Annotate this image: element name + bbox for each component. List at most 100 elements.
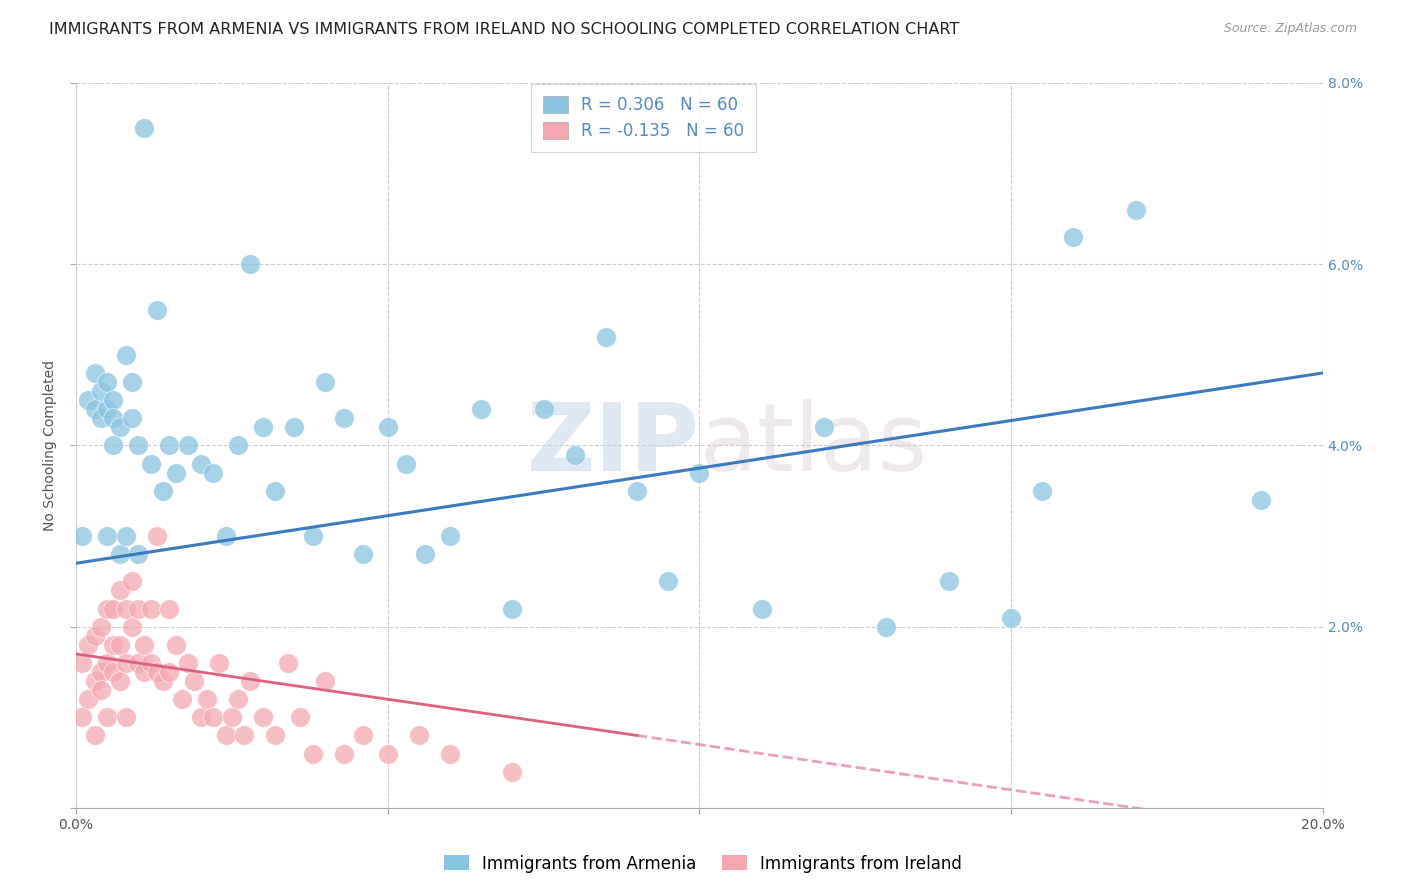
Point (352, 547, 374, 561)
Point (83, 366, 105, 380)
Point (190, 457, 212, 471)
Point (264, 483, 287, 498)
Point (83, 629, 105, 643)
Point (108, 420, 131, 434)
Point (96, 656, 118, 670)
Text: ZIP: ZIP (526, 400, 699, 491)
Point (408, 729, 430, 743)
Point (121, 620, 143, 634)
Point (108, 674, 131, 689)
Point (177, 438, 200, 452)
Point (108, 638, 131, 652)
Point (134, 638, 156, 652)
Point (127, 656, 149, 670)
Point (103, 393, 125, 408)
Point (134, 121, 156, 136)
Point (564, 448, 586, 462)
Point (139, 656, 162, 670)
Point (77, 692, 100, 706)
Point (90, 665, 112, 679)
Point (290, 710, 312, 724)
Point (108, 547, 131, 561)
Point (195, 692, 218, 706)
Point (121, 375, 143, 389)
Point (301, 747, 323, 761)
Point (165, 466, 187, 480)
Point (121, 411, 143, 425)
Point (90, 620, 112, 634)
Point (202, 466, 225, 480)
Point (333, 747, 356, 761)
Point (377, 747, 399, 761)
Point (813, 420, 835, 434)
Point (165, 638, 187, 652)
Point (90, 683, 112, 698)
Point (283, 420, 305, 434)
Text: IMMIGRANTS FROM ARMENIA VS IMMIGRANTS FROM IRELAND NO SCHOOLING COMPLETED CORREL: IMMIGRANTS FROM ARMENIA VS IMMIGRANTS FR… (49, 22, 959, 37)
Point (1063, 230, 1085, 244)
Point (501, 601, 523, 615)
Point (190, 710, 212, 724)
Point (239, 674, 262, 689)
Point (157, 665, 180, 679)
Point (239, 257, 262, 271)
Text: Source: ZipAtlas.com: Source: ZipAtlas.com (1223, 22, 1357, 36)
Point (96, 529, 118, 543)
Point (139, 601, 162, 615)
Point (501, 764, 523, 779)
Point (103, 638, 125, 652)
Point (377, 420, 399, 434)
Point (264, 729, 287, 743)
Point (439, 747, 461, 761)
Point (70, 529, 93, 543)
Point (152, 674, 174, 689)
Point (1031, 483, 1053, 498)
Point (96, 601, 118, 615)
Legend: R = 0.306   N = 60, R = -0.135   N = 60: R = 0.306 N = 60, R = -0.135 N = 60 (531, 84, 755, 152)
Point (314, 674, 336, 689)
Point (127, 438, 149, 452)
Point (214, 729, 236, 743)
Point (103, 601, 125, 615)
Point (103, 411, 125, 425)
Point (470, 402, 492, 417)
Point (226, 692, 249, 706)
Point (83, 729, 105, 743)
Point (314, 375, 336, 389)
Point (595, 329, 617, 343)
Point (146, 529, 169, 543)
Point (70, 710, 93, 724)
Point (108, 583, 131, 598)
Point (170, 692, 193, 706)
Point (77, 393, 100, 408)
Point (96, 402, 118, 417)
Point (439, 529, 461, 543)
Point (938, 574, 960, 589)
Point (533, 402, 555, 417)
Y-axis label: No Schooling Completed: No Schooling Completed (44, 360, 58, 531)
Point (252, 710, 274, 724)
Point (83, 402, 105, 417)
Point (221, 710, 243, 724)
Point (751, 601, 773, 615)
Legend: Immigrants from Armenia, Immigrants from Ireland: Immigrants from Armenia, Immigrants from… (437, 848, 969, 880)
Point (177, 656, 200, 670)
Point (114, 710, 136, 724)
Point (90, 384, 112, 398)
Point (152, 483, 174, 498)
Point (90, 411, 112, 425)
Point (139, 457, 162, 471)
Point (233, 729, 256, 743)
Point (157, 601, 180, 615)
Point (103, 438, 125, 452)
Point (114, 601, 136, 615)
Point (333, 411, 356, 425)
Point (96, 375, 118, 389)
Point (413, 547, 436, 561)
Point (77, 638, 100, 652)
Point (121, 574, 143, 589)
Point (657, 574, 679, 589)
Point (1125, 202, 1147, 217)
Point (146, 665, 169, 679)
Point (127, 547, 149, 561)
